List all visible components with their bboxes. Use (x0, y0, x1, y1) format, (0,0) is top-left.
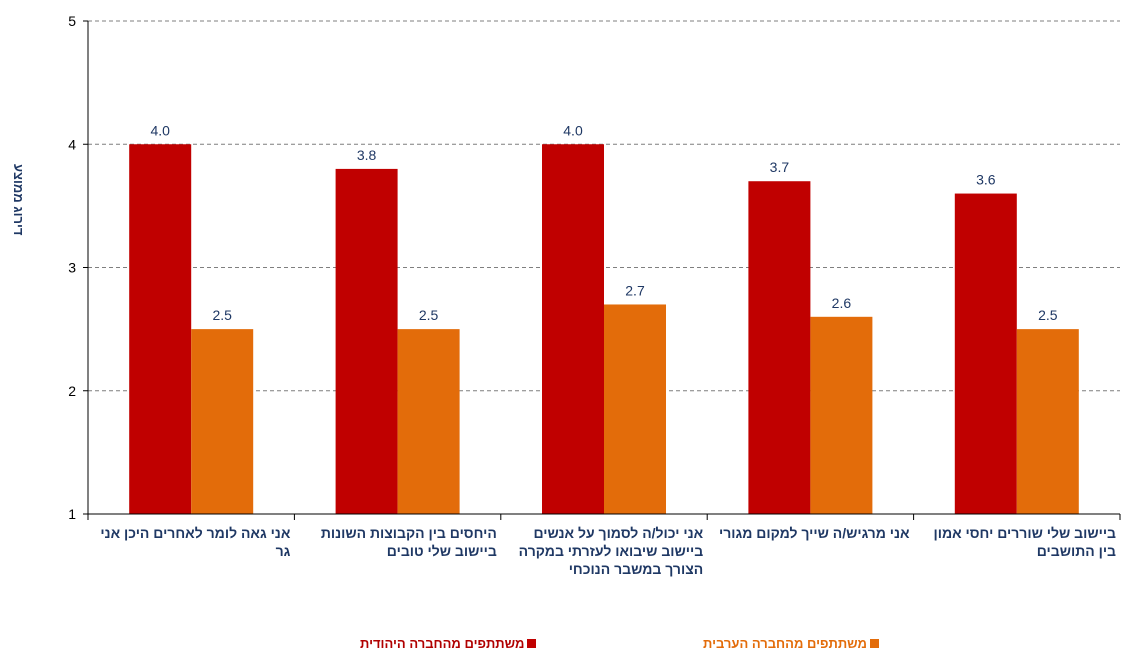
category-label: גר (276, 543, 291, 559)
category-label: ביישוב שיבואו לעזרתי במקרה (519, 543, 704, 559)
y-tick-label: 3 (68, 260, 76, 276)
legend-item-arab: משתתפים מהחברה הערבית (703, 636, 879, 651)
bar-jewish (129, 144, 192, 514)
data-label: 2.7 (625, 282, 645, 298)
data-label: 2.5 (1038, 307, 1058, 323)
legend-swatch-jewish (527, 639, 537, 648)
bar-jewish (335, 168, 398, 514)
y-tick-label: 1 (68, 506, 76, 522)
bar-arab (810, 316, 873, 514)
legend-swatch-arab (869, 639, 879, 648)
data-label: 4.0 (150, 122, 170, 138)
y-axis-title: דירוג ממוצע (11, 164, 26, 236)
grid-lines (88, 20, 1120, 392)
legend-label-arab: משתתפים מהחברה הערבית (703, 636, 867, 651)
legend-item-jewish: משתתפים מהחברה היהודית (360, 636, 537, 651)
data-label: 4.0 (563, 122, 583, 138)
bar-arab (191, 329, 254, 514)
y-tick-label: 2 (68, 383, 76, 399)
category-label: בין התושבים (1037, 543, 1116, 559)
category-label: היחסים בין הקבוצות השונות (321, 525, 497, 541)
y-tick-label: 5 (68, 13, 76, 29)
category-label: אני גאה לומר לאחרים היכן אני (100, 525, 291, 541)
bar-arab (604, 304, 666, 514)
data-label: 3.6 (976, 172, 996, 188)
bar-jewish (542, 144, 604, 514)
y-tick-label: 4 (68, 136, 76, 152)
bars (129, 144, 1079, 515)
category-label: ביישוב שלי שוררים יחסי אמון (934, 525, 1117, 541)
data-label: 2.5 (212, 307, 232, 323)
data-label: 2.5 (419, 307, 439, 323)
category-label: אני מרגיש/ה שייך למקום מגורי (719, 525, 910, 541)
data-label: 3.8 (357, 147, 377, 163)
labels: 1 2 3 4 5 4.0 2.5 אני גאה לומר לאחרים היכן אני ג… (68, 13, 1116, 577)
category-label: הצורך במשבר הנוכחי (569, 561, 704, 577)
bar-arab (1016, 329, 1079, 514)
bar-jewish (748, 181, 811, 514)
category-label: אני יכול/ה לסמוך על אנשים (533, 525, 703, 541)
bar-arab (397, 329, 460, 514)
data-label: 3.7 (770, 159, 790, 175)
legend-label-jewish: משתתפים מהחברה היהודית (360, 636, 525, 651)
axes (83, 20, 1121, 520)
category-label: ביישוב שלי טובים (387, 543, 497, 559)
bar-jewish (954, 193, 1017, 515)
data-label: 2.6 (832, 295, 852, 311)
